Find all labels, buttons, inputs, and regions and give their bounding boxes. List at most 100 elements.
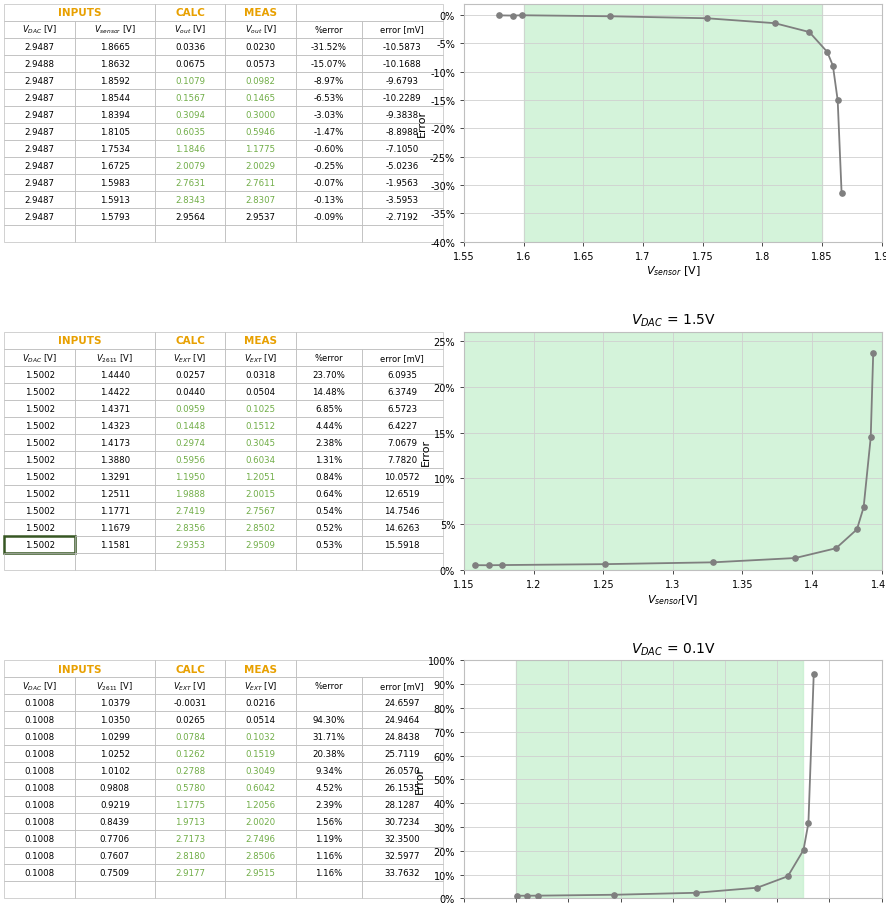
- Bar: [361, 157, 443, 174]
- Bar: [296, 729, 361, 746]
- Bar: [225, 881, 296, 898]
- Text: 2.9564: 2.9564: [175, 212, 205, 221]
- Bar: [4, 746, 75, 763]
- Text: 1.1771: 1.1771: [100, 507, 130, 516]
- Text: 0.64%: 0.64%: [315, 489, 342, 498]
- Text: 0.1465: 0.1465: [245, 93, 276, 102]
- Bar: [75, 140, 155, 157]
- Bar: [155, 519, 225, 536]
- Text: 4.44%: 4.44%: [315, 422, 342, 431]
- Text: 2.7496: 2.7496: [245, 834, 276, 843]
- Text: $V_{DAC}$ [V]: $V_{DAC}$ [V]: [22, 352, 57, 364]
- Bar: [225, 384, 296, 401]
- Text: 0.0504: 0.0504: [245, 387, 276, 396]
- Text: 2.8506: 2.8506: [245, 852, 276, 861]
- Bar: [75, 814, 155, 831]
- X-axis label: $V_{sensor}$ [V]: $V_{sensor}$ [V]: [646, 264, 700, 278]
- Text: MEAS: MEAS: [244, 336, 277, 346]
- Bar: [75, 746, 155, 763]
- Bar: [225, 191, 296, 209]
- Text: error [mV]: error [mV]: [380, 25, 424, 34]
- Bar: [225, 678, 296, 694]
- Bar: [75, 191, 155, 209]
- Bar: [296, 469, 361, 486]
- Text: 1.56%: 1.56%: [315, 817, 342, 826]
- Text: 0.2974: 0.2974: [175, 439, 205, 448]
- Text: 1.8592: 1.8592: [100, 77, 130, 86]
- Text: 2.9487: 2.9487: [25, 162, 55, 171]
- Bar: [225, 89, 296, 107]
- Text: 28.1287: 28.1287: [385, 801, 420, 810]
- Bar: [225, 124, 296, 140]
- Bar: [361, 384, 443, 401]
- Bar: [296, 814, 361, 831]
- Bar: [4, 107, 75, 124]
- Text: 2.0079: 2.0079: [175, 162, 205, 171]
- Bar: [225, 848, 296, 864]
- Text: 2.7419: 2.7419: [175, 507, 205, 516]
- Bar: [296, 831, 361, 848]
- Bar: [75, 694, 155, 712]
- Bar: [4, 881, 75, 898]
- X-axis label: $V_{sensor}$[V]: $V_{sensor}$[V]: [648, 592, 698, 606]
- Bar: [155, 417, 225, 434]
- Text: 0.1008: 0.1008: [25, 801, 55, 810]
- Bar: [4, 157, 75, 174]
- Text: 6.85%: 6.85%: [315, 405, 342, 414]
- Bar: [225, 349, 296, 367]
- Text: 2.9487: 2.9487: [25, 93, 55, 102]
- Y-axis label: Error: Error: [417, 110, 427, 137]
- Bar: [225, 864, 296, 881]
- Bar: [4, 814, 75, 831]
- Bar: [4, 89, 75, 107]
- Bar: [155, 174, 225, 191]
- Text: 2.9487: 2.9487: [25, 178, 55, 187]
- Text: 1.3291: 1.3291: [100, 472, 130, 481]
- Bar: [296, 140, 361, 157]
- Text: 14.7546: 14.7546: [385, 507, 420, 516]
- Text: 10.0572: 10.0572: [385, 472, 420, 481]
- Text: 2.9487: 2.9487: [25, 42, 55, 51]
- Text: 32.5977: 32.5977: [385, 852, 420, 861]
- Bar: [75, 712, 155, 729]
- Text: 0.1008: 0.1008: [25, 699, 55, 708]
- Text: 7.7820: 7.7820: [387, 455, 417, 464]
- Bar: [361, 434, 443, 452]
- Text: error [mV]: error [mV]: [380, 354, 424, 363]
- Bar: [75, 779, 155, 796]
- Text: 0.0336: 0.0336: [175, 42, 205, 51]
- Bar: [75, 554, 155, 571]
- Text: 2.8307: 2.8307: [245, 195, 276, 204]
- Text: 32.3500: 32.3500: [385, 834, 420, 843]
- Bar: [155, 486, 225, 502]
- Bar: [296, 486, 361, 502]
- Bar: [4, 332, 155, 349]
- Bar: [361, 89, 443, 107]
- Bar: [155, 349, 225, 367]
- Text: 1.6725: 1.6725: [100, 162, 130, 171]
- Bar: [225, 763, 296, 779]
- Bar: [225, 157, 296, 174]
- Bar: [155, 864, 225, 881]
- Text: 0.0230: 0.0230: [245, 42, 276, 51]
- Text: 0.0959: 0.0959: [175, 405, 205, 414]
- Bar: [361, 124, 443, 140]
- Bar: [361, 536, 443, 554]
- Bar: [4, 848, 75, 864]
- Bar: [4, 864, 75, 881]
- Bar: [155, 746, 225, 763]
- Bar: [296, 864, 361, 881]
- Text: 0.0265: 0.0265: [175, 716, 205, 725]
- Text: 0.1008: 0.1008: [25, 817, 55, 826]
- Text: 2.0029: 2.0029: [245, 162, 276, 171]
- Bar: [75, 729, 155, 746]
- Bar: [155, 502, 225, 519]
- Text: 0.5946: 0.5946: [245, 127, 276, 136]
- Text: -10.5873: -10.5873: [383, 42, 422, 51]
- Bar: [361, 678, 443, 694]
- Text: %error: %error: [315, 25, 343, 34]
- Text: $V_{EXT}$ [V]: $V_{EXT}$ [V]: [244, 352, 277, 364]
- Text: 31.71%: 31.71%: [312, 732, 346, 741]
- Text: 0.0318: 0.0318: [245, 370, 276, 379]
- Text: -9.3838: -9.3838: [385, 110, 419, 119]
